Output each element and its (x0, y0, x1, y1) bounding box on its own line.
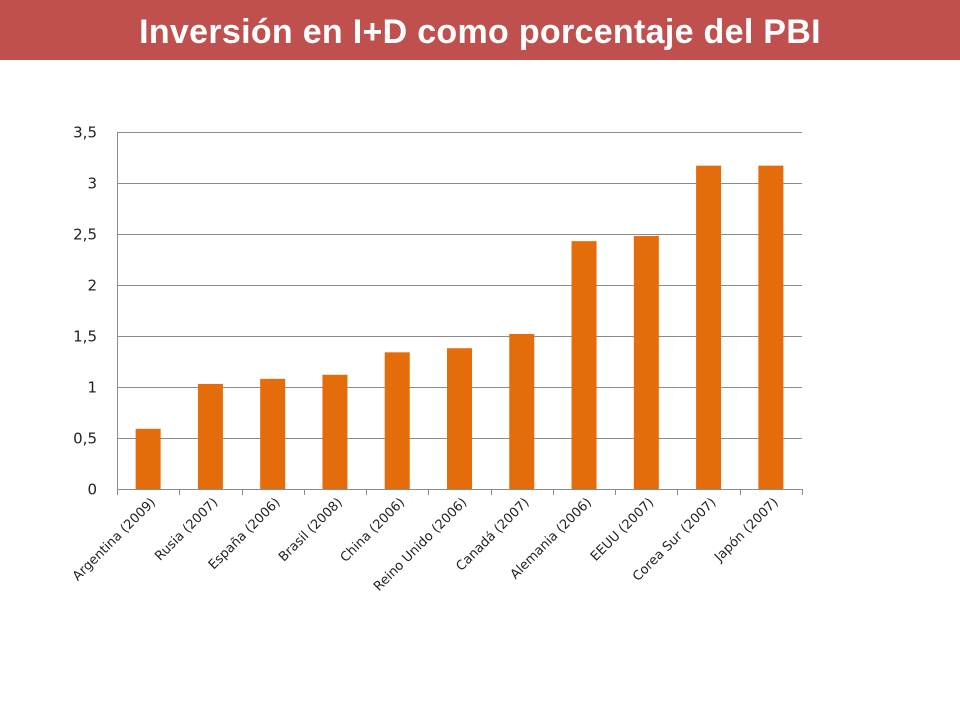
x-axis-tick-labels: Argentina (2009)Rusia (2007)España (2006… (70, 495, 782, 594)
x-tick-label: Japón (2007) (711, 495, 781, 565)
bars (135, 165, 784, 489)
y-tick-label: 0,5 (73, 430, 97, 448)
bar (447, 348, 472, 489)
y-tick-label: 0 (87, 481, 97, 499)
y-tick-label: 2 (87, 277, 97, 295)
bar (384, 352, 410, 489)
x-tick-label: EEUU (2007) (588, 495, 657, 564)
bar (696, 165, 722, 489)
title-bar (0, 0, 960, 60)
y-tick-label: 3 (87, 175, 97, 193)
x-tick-label: Brasil (2008) (276, 495, 346, 565)
bar (509, 333, 535, 489)
bar (633, 236, 659, 489)
bar (758, 165, 784, 489)
x-tick-label: China (2006) (338, 495, 408, 565)
bar (135, 428, 161, 489)
gridlines (117, 132, 802, 439)
bar (322, 374, 348, 489)
bar (260, 378, 286, 489)
y-tick-label: 3,5 (73, 124, 97, 142)
y-tick-label: 1,5 (73, 328, 97, 346)
x-tick-label: Rusia (2007) (152, 495, 221, 564)
axes (117, 132, 803, 495)
bar (197, 383, 223, 489)
x-tick-label: Argentina (2009) (70, 495, 159, 584)
y-tick-label: 1 (87, 379, 97, 397)
bar (571, 241, 597, 489)
chart-title: Inversión en I+D como porcentaje del PBI (139, 13, 821, 51)
y-axis-tick-labels: 0 0,5 1 1,5 2 2,5 3 3,5 (73, 124, 97, 499)
y-tick-label: 2,5 (73, 226, 97, 244)
